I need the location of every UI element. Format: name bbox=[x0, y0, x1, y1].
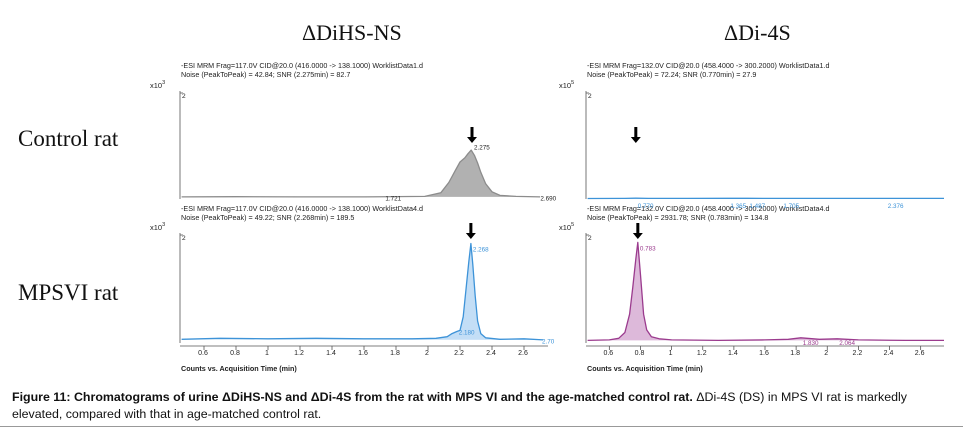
panel-header-di4s-mpsvi: -ESI MRM Frag=132.0V CID@20.0 (458.4000 … bbox=[587, 204, 830, 222]
x-tick-label: 1.4 bbox=[728, 350, 738, 357]
x-tick-label: 2 bbox=[824, 350, 828, 357]
header-line-1: -ESI MRM Frag=117.0V CID@20.0 (416.0000 … bbox=[181, 61, 423, 70]
peak-label: 1.830 bbox=[803, 340, 819, 347]
peak-label: 1.721 bbox=[385, 195, 401, 202]
x-tick-label: 0.6 bbox=[603, 350, 613, 357]
peak-label: 2.180 bbox=[459, 329, 475, 336]
peak-label: 0.783 bbox=[640, 246, 656, 253]
y-tick-label: 2 bbox=[588, 93, 592, 100]
header-line-1: -ESI MRM Frag=132.0V CID@20.0 (458.4000 … bbox=[587, 61, 830, 70]
header-line-2: Noise (PeakToPeak) = 49.22; SNR (2.268mi… bbox=[181, 212, 355, 222]
x-tick-label: 1.6 bbox=[358, 350, 368, 357]
x-tick-label: 0.6 bbox=[198, 350, 208, 357]
y-tick-label: 2 bbox=[588, 235, 592, 242]
series-line bbox=[181, 242, 544, 341]
x-tick-label: 1 bbox=[265, 350, 269, 357]
y-multiplier-label: x103 bbox=[150, 222, 166, 232]
x-tick-label: 2.2 bbox=[454, 350, 464, 357]
row-label-control: Control rat bbox=[18, 126, 119, 151]
header-line-2: Noise (PeakToPeak) = 2931.78; SNR (0.783… bbox=[587, 212, 769, 222]
peak-label: 2.690 bbox=[540, 195, 556, 202]
panel-header-di4s-control: -ESI MRM Frag=132.0V CID@20.0 (458.4000 … bbox=[587, 61, 830, 79]
peak-label: 2.275 bbox=[474, 145, 490, 152]
x-tick-label: 1 bbox=[669, 350, 673, 357]
caption-bold-text: Chromatograms of urine ΔDiHS-NS and ΔDi-… bbox=[73, 390, 693, 404]
x-tick-label: 2 bbox=[425, 350, 429, 357]
column-title-di4s: ΔDi-4S bbox=[724, 20, 791, 45]
x-tick-label: 2.2 bbox=[853, 350, 863, 357]
x-tick-label: 1.2 bbox=[294, 350, 304, 357]
peak-label: 2.376 bbox=[888, 203, 904, 210]
peak-arrow-head bbox=[467, 137, 477, 143]
header-line-1: -ESI MRM Frag=117.0V CID@20.0 (416.0000 … bbox=[181, 204, 423, 213]
x-tick-label: 2.4 bbox=[486, 350, 496, 357]
peak-fill bbox=[181, 243, 544, 340]
peak-label: 2.268 bbox=[473, 247, 489, 254]
peak-fill bbox=[587, 242, 944, 341]
x-tick-label: 2.6 bbox=[915, 350, 925, 357]
peak-label: 1.365 bbox=[730, 203, 746, 210]
panel-header-dihsns-mpsvi: -ESI MRM Frag=117.0V CID@20.0 (416.0000 … bbox=[181, 204, 423, 222]
peak-label: 1.705 bbox=[783, 203, 799, 210]
x-tick-label: 1.6 bbox=[759, 350, 769, 357]
x-tick-label: 1.2 bbox=[697, 350, 707, 357]
x-tick-label: 1.8 bbox=[790, 350, 800, 357]
panel-header-dihsns-control: -ESI MRM Frag=117.0V CID@20.0 (416.0000 … bbox=[181, 61, 423, 79]
x-axis-title-right: Counts vs. Acquisition Time (min) bbox=[587, 364, 703, 373]
x-tick-label: 0.8 bbox=[230, 350, 240, 357]
peak-arrow-head bbox=[465, 233, 476, 239]
caption-label: Figure 11: bbox=[12, 390, 71, 404]
y-tick-label: 2 bbox=[182, 93, 186, 100]
header-line-1: -ESI MRM Frag=132.0V CID@20.0 (458.4000 … bbox=[587, 204, 830, 213]
header-line-2: Noise (PeakToPeak) = 72.24; SNR (0.770mi… bbox=[587, 69, 757, 79]
x-tick-label: 1.4 bbox=[326, 350, 336, 357]
figure-caption: Figure 11: Chromatograms of urine ΔDiHS-… bbox=[12, 389, 957, 423]
y-tick-label: 2 bbox=[182, 235, 186, 242]
y-multiplier-label: x105 bbox=[559, 222, 575, 232]
peak-arrow-head bbox=[632, 233, 643, 239]
series-line bbox=[181, 149, 541, 198]
y-multiplier-label: x105 bbox=[559, 80, 575, 90]
peak-label: 2.064 bbox=[839, 340, 855, 347]
x-tick-label: 2.4 bbox=[884, 350, 894, 357]
peak-label: 2.70 bbox=[542, 338, 555, 345]
x-tick-label: 2.6 bbox=[518, 350, 528, 357]
header-line-2: Noise (PeakToPeak) = 42.84; SNR (2.275mi… bbox=[181, 69, 351, 79]
peak-label: 0.770 bbox=[638, 203, 654, 210]
column-title-dihsns: ΔDiHS-NS bbox=[302, 20, 402, 45]
row-label-mpsvi: MPSVI rat bbox=[18, 280, 119, 305]
series-line bbox=[587, 241, 944, 342]
y-multiplier-label: x103 bbox=[150, 80, 166, 90]
peak-label: 1.487 bbox=[749, 203, 765, 210]
x-axis-title-left: Counts vs. Acquisition Time (min) bbox=[181, 364, 297, 373]
peak-arrow-head bbox=[630, 137, 641, 143]
x-tick-label: 1.8 bbox=[390, 350, 400, 357]
bottom-rule bbox=[0, 426, 963, 427]
x-tick-label: 0.8 bbox=[635, 350, 645, 357]
peak-fill bbox=[181, 150, 540, 197]
caption-text: ΔDi-4S (DS) in MPS VI rat is markedly el… bbox=[12, 390, 907, 421]
